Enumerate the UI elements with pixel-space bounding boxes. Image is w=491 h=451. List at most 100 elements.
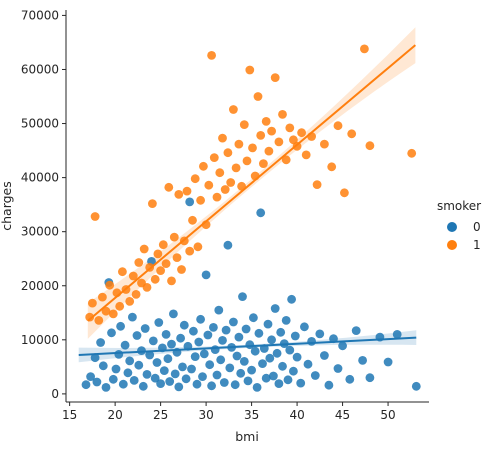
data-point-1	[360, 44, 369, 54]
data-point-1	[320, 139, 329, 149]
data-point-0	[152, 358, 162, 367]
data-point-0	[170, 369, 180, 379]
data-point-0	[303, 359, 313, 369]
data-point-0	[289, 366, 298, 376]
data-point-0	[392, 330, 402, 339]
data-point-0	[148, 336, 158, 346]
data-point-1	[289, 135, 298, 145]
data-point-1	[85, 312, 95, 322]
data-point-1	[264, 146, 274, 156]
data-point-0	[189, 326, 198, 336]
y-tick-label: 70000	[21, 8, 59, 22]
data-point-0	[214, 305, 224, 315]
data-point-0	[249, 313, 258, 323]
data-point-0	[134, 360, 144, 370]
data-point-0	[243, 376, 253, 386]
data-point-0	[219, 378, 229, 387]
data-point-1	[153, 249, 163, 259]
data-point-0	[345, 374, 355, 384]
confidence-bands	[78, 27, 417, 363]
data-point-1	[108, 309, 118, 319]
data-point-0	[120, 340, 130, 350]
data-point-1	[407, 148, 417, 158]
data-point-0	[174, 382, 184, 392]
legend-label-0: 0	[473, 220, 481, 234]
y-axis-label: charges	[0, 181, 14, 231]
data-point-1	[128, 271, 138, 281]
data-point-0	[132, 331, 142, 340]
data-point-0	[218, 336, 227, 345]
data-point-1	[218, 133, 227, 143]
data-point-0	[154, 318, 164, 327]
data-point-0	[221, 325, 231, 335]
data-point-1	[101, 306, 111, 316]
data-point-0	[107, 328, 116, 338]
y-tick-label: 50000	[21, 117, 59, 131]
data-point-1	[215, 168, 225, 178]
legend: smoker 0 1	[437, 199, 481, 252]
data-point-0	[238, 292, 247, 301]
data-point-0	[98, 361, 108, 371]
data-point-1	[259, 159, 268, 169]
data-point-0	[145, 350, 155, 360]
data-point-0	[230, 380, 240, 390]
data-point-1	[220, 185, 230, 194]
data-point-1	[340, 188, 349, 198]
data-point-1	[164, 182, 174, 192]
legend-marker-1	[447, 240, 457, 250]
data-point-0	[198, 372, 207, 381]
y-tick-label: 40000	[21, 171, 59, 185]
data-point-1	[226, 178, 236, 187]
x-tick-label: 40	[289, 408, 304, 422]
data-point-0	[287, 294, 296, 304]
data-point-0	[207, 381, 217, 391]
data-point-0	[212, 370, 222, 380]
data-point-1	[169, 232, 179, 242]
data-point-1	[167, 276, 176, 286]
data-point-1	[204, 180, 214, 190]
data-point-0	[216, 355, 226, 365]
data-point-1	[261, 117, 271, 126]
data-point-1	[281, 155, 291, 165]
data-point-1	[115, 301, 125, 311]
data-point-0	[125, 356, 135, 366]
data-point-0	[324, 380, 334, 390]
data-point-1	[134, 258, 144, 267]
legend-title: smoker	[437, 199, 481, 213]
y-tick-label: 30000	[21, 225, 59, 239]
data-point-1	[365, 141, 375, 151]
data-point-0	[142, 370, 152, 379]
data-point-0	[307, 337, 316, 346]
data-point-1	[242, 156, 252, 166]
data-point-0	[270, 304, 280, 313]
data-point-1	[190, 174, 200, 184]
data-point-0	[236, 368, 246, 378]
data-point-0	[290, 331, 300, 341]
data-point-0	[232, 351, 242, 361]
data-points	[81, 44, 421, 392]
data-point-0	[285, 345, 295, 355]
data-point-0	[169, 309, 178, 319]
data-point-1	[248, 143, 257, 153]
x-tick-label: 25	[153, 408, 168, 422]
data-point-1	[312, 180, 322, 190]
data-point-0	[92, 377, 102, 387]
data-point-0	[203, 330, 213, 340]
data-point-1	[234, 139, 244, 149]
data-point-1	[177, 265, 186, 274]
data-point-0	[272, 348, 282, 358]
y-tick-label: 60000	[21, 62, 59, 76]
data-point-1	[245, 65, 255, 75]
data-point-1	[105, 280, 115, 290]
data-point-0	[210, 345, 220, 354]
data-point-1	[139, 244, 149, 254]
data-point-0	[258, 359, 267, 368]
data-point-0	[129, 376, 139, 385]
data-point-0	[383, 357, 393, 367]
data-point-0	[179, 320, 189, 330]
data-point-0	[185, 197, 195, 207]
data-point-0	[114, 350, 124, 359]
data-point-1	[274, 137, 284, 147]
data-point-1	[267, 126, 276, 136]
